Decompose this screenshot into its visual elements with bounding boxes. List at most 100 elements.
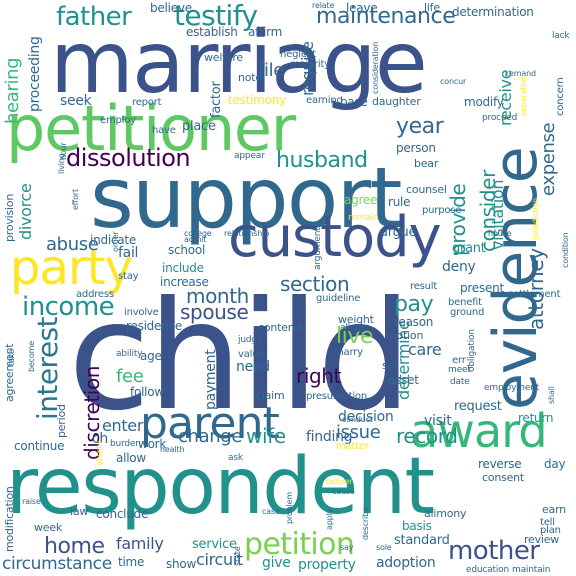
word-parent: parent: [140, 398, 280, 449]
word-conclude: conclude: [96, 507, 149, 521]
word-have: have: [152, 125, 176, 136]
word-grant: grant: [452, 241, 486, 256]
word-testimony: testimony: [228, 93, 286, 107]
word-say: say: [340, 543, 354, 552]
word-appear: appear: [234, 151, 265, 161]
word-argue: argue: [380, 225, 417, 240]
word-seek: seek: [60, 93, 92, 109]
word-husband: husband: [276, 148, 368, 173]
word-consent: consent: [482, 471, 524, 484]
word-petitioner: petitioner: [6, 92, 296, 165]
word-modify: modify: [464, 95, 504, 109]
word-separation: separation: [519, 75, 528, 116]
word-ability: ability: [116, 349, 143, 359]
word-relationship: relationship: [224, 229, 270, 238]
word-remand: remand: [506, 69, 536, 78]
word-remain: remain: [348, 213, 379, 223]
word-issue: issue: [336, 422, 381, 443]
word-health: health: [160, 445, 185, 454]
word-problem: problem: [285, 492, 294, 524]
word-alimony: alimony: [424, 507, 467, 520]
word-obtain: obtain: [95, 441, 104, 466]
word-increase: increase: [160, 275, 209, 289]
word-sole: sole: [376, 543, 392, 552]
word-right: right: [296, 364, 341, 388]
word-standard: standard: [394, 533, 450, 548]
word-petition: petition: [244, 527, 355, 562]
word-cause: cause: [332, 487, 355, 496]
word-employment: employment: [484, 383, 540, 393]
word-presumption: presumption: [306, 391, 367, 402]
word-order: order: [111, 231, 120, 252]
word-testify: testify: [174, 0, 258, 32]
word-person: person: [396, 141, 436, 155]
word-affirm: affirm: [248, 25, 283, 39]
word-provision: provision: [3, 193, 16, 242]
word-relate: relate: [312, 1, 335, 10]
word-conduct: conduct: [342, 415, 373, 424]
word-return: return: [518, 411, 554, 425]
word-care: care: [408, 340, 442, 359]
word-marriage: marriage: [50, 13, 428, 113]
word-support: support: [90, 149, 402, 247]
word-fail: fail: [118, 245, 139, 261]
word-err: err: [452, 355, 466, 366]
word-mother: mother: [448, 536, 540, 566]
word-dissolution: dissolution: [66, 144, 191, 172]
word-party: party: [10, 240, 133, 296]
word-take: take: [7, 349, 16, 366]
word-claim: claim: [256, 389, 285, 402]
word-custody: custody: [228, 205, 442, 270]
word-modification: modification: [3, 486, 16, 552]
word-ask: ask: [228, 453, 243, 463]
word-law: law: [70, 505, 89, 518]
word-live: live: [336, 324, 374, 349]
word-spouse: spouse: [180, 300, 249, 324]
word-leave: leave: [346, 1, 378, 15]
word-stay: stay: [118, 271, 139, 282]
word-apply: apply: [325, 508, 334, 530]
word-education: education: [466, 565, 510, 575]
word-present: present: [460, 281, 504, 295]
word-period: period: [55, 404, 68, 438]
word-note: note: [238, 71, 262, 84]
word-property: property: [298, 557, 356, 573]
word-place: place: [182, 119, 216, 134]
word-maintenance: maintenance: [316, 4, 456, 29]
word-result: result: [410, 281, 438, 292]
word-enter: enter: [102, 416, 144, 435]
word-establish: establish: [186, 25, 238, 39]
word-continue: continue: [14, 439, 65, 453]
word-contend: contend: [258, 321, 302, 334]
word-report: report: [132, 97, 162, 108]
word-meet: meet: [448, 365, 471, 375]
word-argument: argument: [313, 227, 323, 270]
word-abuse: abuse: [46, 234, 99, 255]
word-raise: raise: [22, 497, 41, 506]
word-change: change: [178, 426, 243, 447]
word-residence: residence: [126, 319, 183, 333]
word-weight: weight: [338, 313, 374, 326]
word-settlement: settlement: [508, 289, 561, 300]
word-record: record: [396, 424, 458, 448]
word-wife: wife: [246, 424, 286, 448]
word-address: address: [76, 289, 114, 300]
word-deny: deny: [442, 259, 476, 275]
word-fee: fee: [116, 366, 144, 387]
word-counsel: counsel: [406, 183, 447, 196]
word-state: state: [233, 546, 242, 566]
word-base: base: [340, 95, 368, 109]
word-become: become: [27, 340, 36, 372]
word-basis: basis: [402, 519, 432, 533]
word-school: school: [168, 243, 206, 257]
word-obligation: obligation: [467, 329, 477, 372]
word-employ: employ: [100, 115, 136, 126]
word-tell: tell: [540, 517, 555, 528]
word-factor: factor: [209, 81, 224, 118]
word-earning: earning: [306, 95, 343, 106]
word-college: college: [184, 229, 212, 238]
word-purpose: purpose: [422, 205, 462, 216]
word-hearing: hearing: [2, 57, 23, 124]
word-reason: reason: [394, 315, 434, 329]
